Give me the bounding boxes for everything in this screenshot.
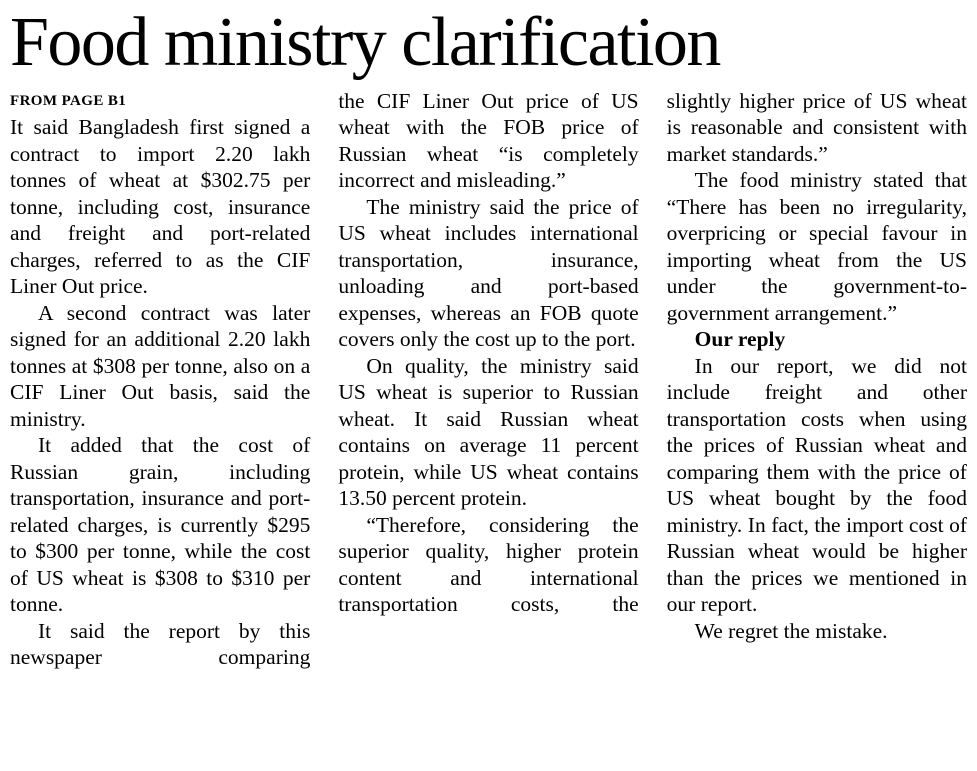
paragraph: We regret the mistake. — [694, 618, 888, 643]
paragraph: On quality, the ministry said US wheat i… — [338, 353, 639, 511]
subheading-our-reply: Our reply — [694, 327, 786, 351]
paragraph: slightly higher price of US wheat is rea… — [666, 88, 967, 166]
paragraph: The food ministry stated that “There has… — [666, 168, 967, 325]
paragraph: It added that the cost of Russian grain,… — [10, 433, 311, 616]
column-2: the CIF Liner Out price of US wheat with… — [338, 88, 638, 618]
paragraph: The ministry said the price of US wheat … — [338, 194, 639, 352]
paragraph: It said Bangladesh first signed a contra… — [10, 115, 311, 298]
column-3: slightly higher price of US wheat is rea… — [667, 88, 967, 645]
kicker: FROM PAGE B1 — [10, 92, 127, 109]
paragraph: A second contract was later signed for a… — [10, 300, 311, 431]
paragraph: “Therefore, considering the superior qua… — [338, 512, 639, 617]
paragraph: It said the report by this newspaper com… — [10, 618, 311, 670]
column-1: FROM PAGE B1 It said Bangladesh first si… — [10, 88, 310, 671]
paragraph: In our report, we did not include freigh… — [666, 353, 967, 617]
paragraph: the CIF Liner Out price of US wheat with… — [338, 88, 639, 193]
article-body: FROM PAGE B1 It said Bangladesh first si… — [10, 88, 967, 671]
headline: Food ministry clarification — [10, 4, 721, 81]
